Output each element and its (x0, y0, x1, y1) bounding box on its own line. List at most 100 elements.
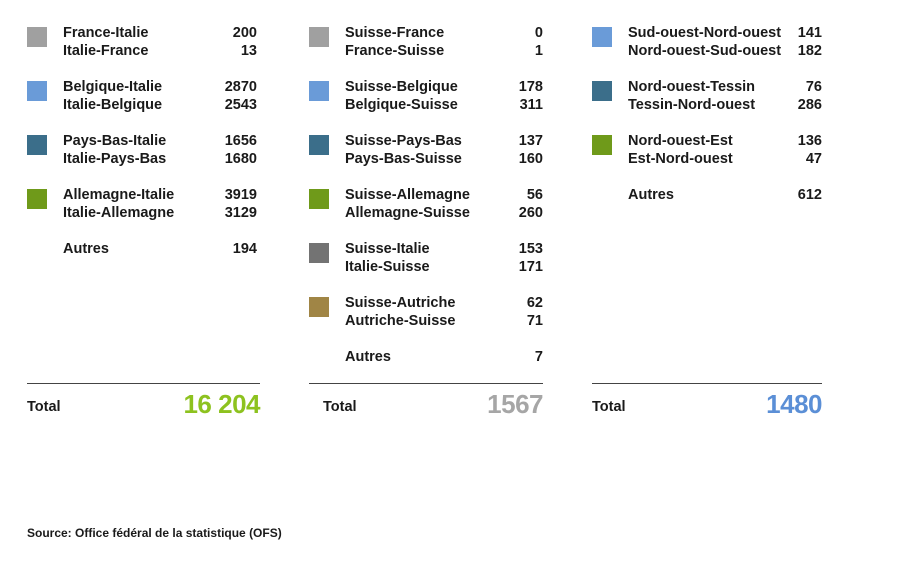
legend-swatch (592, 81, 612, 101)
row-value: 153 (518, 241, 543, 257)
row-label: Suisse-Pays-Bas (345, 133, 462, 149)
row-value: 311 (519, 97, 543, 113)
table-row: Autres 194 (63, 240, 257, 258)
row-value: 178 (518, 79, 543, 95)
total-label: Total (323, 399, 357, 415)
table-row: Nord-ouest-Tessin 76 (628, 78, 822, 96)
total-divider (27, 383, 260, 384)
total-label: Total (27, 399, 61, 415)
row-value: 47 (805, 151, 822, 167)
row-value: 7 (534, 349, 543, 365)
row-value: 200 (232, 25, 257, 41)
row-value: 1680 (224, 151, 257, 167)
legend-swatch (592, 27, 612, 47)
legend-swatch (309, 243, 329, 263)
total-divider (309, 383, 543, 384)
table-row: Autriche-Suisse 71 (345, 312, 543, 330)
table-row: Autres 7 (345, 348, 543, 366)
table-row: Est-Nord-ouest 47 (628, 150, 822, 168)
row-label: Autres (345, 349, 391, 365)
legend-swatch (309, 27, 329, 47)
table-row: Sud-ouest-Nord-ouest 141 (628, 24, 822, 42)
legend-swatch (27, 135, 47, 155)
legend-swatch (27, 27, 47, 47)
row-label: Allemagne-Italie (63, 187, 175, 203)
table-row: Pays-Bas-Suisse 160 (345, 150, 543, 168)
table-row: Italie-Pays-Bas 1680 (63, 150, 257, 168)
row-label: Suisse-Italie (345, 241, 430, 257)
row-label: Autriche-Suisse (345, 313, 456, 329)
total-value: 1567 (487, 389, 543, 419)
row-value: 3129 (224, 205, 257, 221)
row-value: 141 (797, 25, 822, 41)
row-value: 137 (518, 133, 543, 149)
table-row: Allemagne-Italie 3919 (63, 186, 257, 204)
row-label: Est-Nord-ouest (628, 151, 733, 167)
row-label: Nord-ouest-Tessin (628, 79, 756, 95)
row-value: 1 (534, 43, 543, 59)
row-label: Suisse-Allemagne (345, 187, 470, 203)
legend-swatch (592, 135, 612, 155)
row-value: 260 (518, 205, 543, 221)
row-value: 160 (518, 151, 543, 167)
row-value: 182 (797, 43, 822, 59)
table-row: Italie-Belgique 2543 (63, 96, 257, 114)
row-value: 13 (240, 43, 257, 59)
row-label: Suisse-Autriche (345, 295, 456, 311)
row-value: 286 (797, 97, 822, 113)
row-value: 0 (534, 25, 543, 41)
table-row: Autres 612 (628, 186, 822, 204)
row-label: Italie-Suisse (345, 259, 430, 275)
table-row: Belgique-Italie 2870 (63, 78, 257, 96)
table-row: Nord-ouest-Sud-ouest 182 (628, 42, 822, 60)
row-label: Pays-Bas-Italie (63, 133, 167, 149)
row-label: Pays-Bas-Suisse (345, 151, 462, 167)
legend-swatch (27, 189, 47, 209)
row-label: Belgique-Italie (63, 79, 163, 95)
legend-swatch (309, 135, 329, 155)
row-label: Sud-ouest-Nord-ouest (628, 25, 782, 41)
row-label: Nord-ouest-Est (628, 133, 733, 149)
legend-swatch (309, 81, 329, 101)
row-label: Nord-ouest-Sud-ouest (628, 43, 782, 59)
table-row: Italie-Allemagne 3129 (63, 204, 257, 222)
legend-swatch (309, 189, 329, 209)
table-row: Belgique-Suisse 311 (345, 96, 543, 114)
row-label: Suisse-Belgique (345, 79, 458, 95)
table-row: Suisse-Belgique 178 (345, 78, 543, 96)
row-label: Belgique-Suisse (345, 97, 458, 113)
table-row: Tessin-Nord-ouest 286 (628, 96, 822, 114)
row-label: Italie-Belgique (63, 97, 163, 113)
table-row: France-Suisse 1 (345, 42, 543, 60)
row-value: 2543 (224, 97, 257, 113)
row-value: 62 (526, 295, 543, 311)
source-note: Source: Office fédéral de la statistique… (27, 526, 282, 540)
row-value: 71 (526, 313, 543, 329)
row-label: Autres (63, 241, 109, 257)
total-value: 1480 (766, 389, 822, 419)
row-value: 2870 (224, 79, 257, 95)
row-value: 3919 (224, 187, 257, 203)
row-value: 76 (805, 79, 822, 95)
row-label: Tessin-Nord-ouest (628, 97, 756, 113)
total-label: Total (592, 399, 626, 415)
table-row: France-Italie 200 (63, 24, 257, 42)
row-value: 56 (526, 187, 543, 203)
row-value: 612 (797, 187, 822, 203)
legend-swatch (309, 297, 329, 317)
table-row: Italie-France 13 (63, 42, 257, 60)
table-row: Pays-Bas-Italie 1656 (63, 132, 257, 150)
row-label: France-Suisse (345, 43, 445, 59)
legend-swatch (27, 81, 47, 101)
table-row: Italie-Suisse 171 (345, 258, 543, 276)
table-row: Suisse-Allemagne 56 (345, 186, 543, 204)
row-label: France-Italie (63, 25, 149, 41)
table-row: Nord-ouest-Est 136 (628, 132, 822, 150)
table-row: Suisse-Pays-Bas 137 (345, 132, 543, 150)
row-label: Allemagne-Suisse (345, 205, 470, 221)
row-label: Suisse-France (345, 25, 445, 41)
row-label: Italie-Allemagne (63, 205, 175, 221)
table-row: Suisse-France 0 (345, 24, 543, 42)
table-row: Suisse-Italie 153 (345, 240, 543, 258)
total-value: 16 204 (183, 389, 260, 419)
